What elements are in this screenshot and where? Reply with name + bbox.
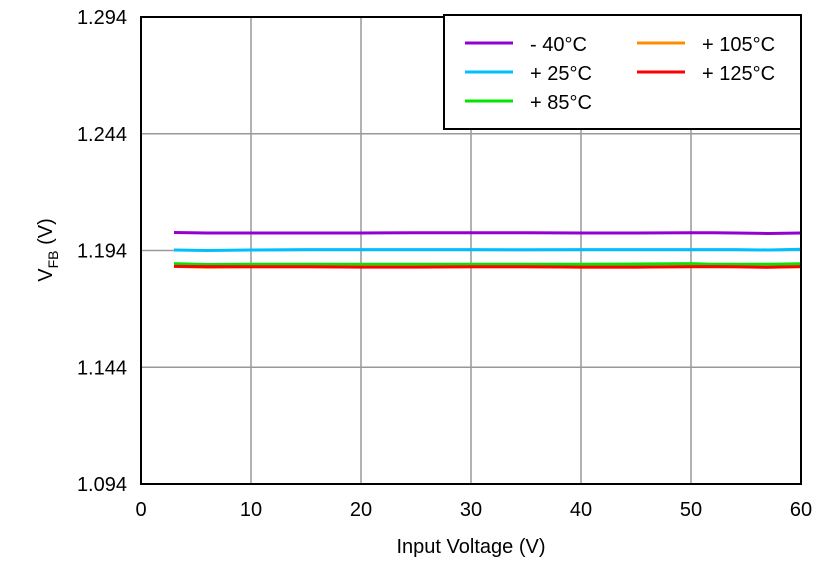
x-tick-label: 30: [460, 499, 482, 521]
x-tick-label: 0: [135, 499, 146, 521]
x-tick-label: 10: [240, 499, 262, 521]
y-axis-label-sub: FB: [45, 250, 61, 268]
series-line-1: [173, 247, 802, 253]
x-tick-labels: 0 10 20 30 40 50 60: [135, 499, 812, 521]
legend-label: + 25°C: [530, 63, 592, 85]
legend-label: + 125°C: [702, 63, 775, 85]
legend-label: + 105°C: [702, 34, 775, 56]
legend-label: - 40°C: [530, 34, 587, 56]
series-line-4: [173, 264, 802, 269]
series-lines: [173, 231, 802, 269]
x-tick-label: 60: [790, 499, 812, 521]
y-tick-label: 1.294: [77, 7, 127, 29]
series-line-0: [173, 231, 802, 236]
y-axis-label: VFB (V): [35, 218, 61, 281]
y-tick-label: 1.244: [77, 124, 127, 146]
y-tick-label: 1.094: [77, 474, 127, 496]
y-axis-label-main: V: [35, 268, 57, 282]
legend-label: + 85°C: [530, 92, 592, 114]
x-tick-label: 50: [680, 499, 702, 521]
y-tick-label: 1.144: [77, 357, 127, 379]
legend: - 40°C + 25°C + 85°C + 105°C + 125°C: [443, 14, 802, 130]
x-tick-label: 40: [570, 499, 592, 521]
series-line-2: [173, 262, 802, 267]
x-tick-label: 20: [350, 499, 372, 521]
y-tick-label: 1.194: [77, 241, 127, 263]
y-tick-labels: 1.094 1.144 1.194 1.244 1.294: [77, 7, 127, 496]
y-axis-label-unit: (V): [35, 218, 57, 250]
x-axis-label: Input Voltage (V): [397, 536, 546, 558]
